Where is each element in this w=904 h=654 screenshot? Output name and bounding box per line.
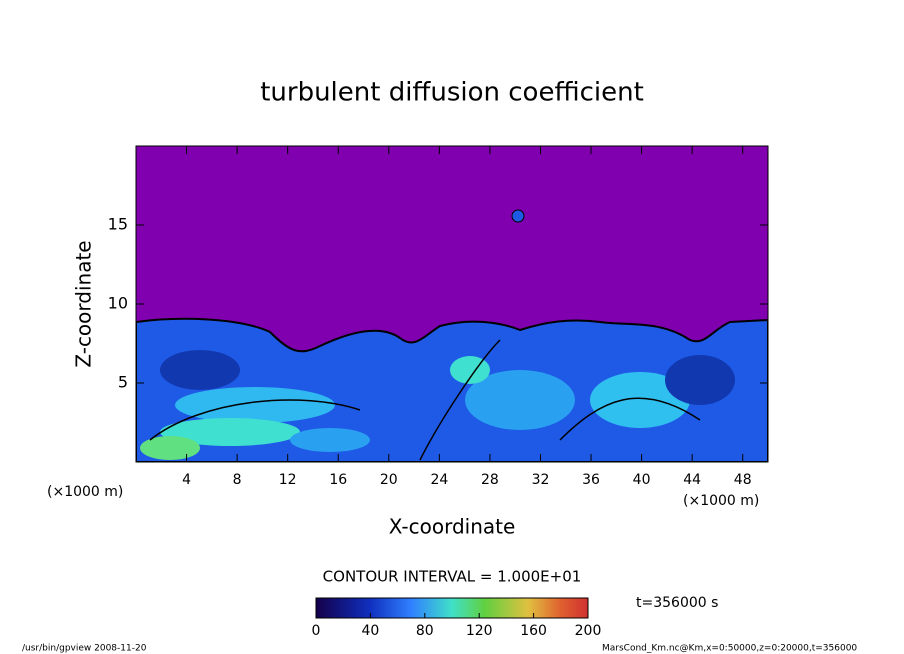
colorbar-tick-label: 80 (416, 623, 434, 639)
contour-interval: CONTOUR INTERVAL = 1.000E+01 (323, 568, 582, 586)
time-label: t=356000 s (636, 595, 718, 611)
y-tick-label: 5 (118, 373, 128, 392)
field-patch (175, 387, 335, 423)
field-patch (160, 350, 240, 390)
colorbar-tick-label: 120 (466, 623, 493, 639)
field-patch (511, 209, 525, 223)
x-tick-label: 28 (481, 472, 499, 488)
field-patch (665, 355, 735, 405)
colorbar-tick-label: 160 (520, 623, 547, 639)
field-lower (136, 317, 768, 462)
contour-line (149, 339, 701, 461)
x-tick-label: 36 (582, 472, 600, 488)
x-unit-label: (×1000 m) (683, 493, 759, 509)
field-patch (160, 418, 300, 446)
x-tick-label: 8 (233, 472, 242, 488)
field-patch (450, 356, 490, 384)
colorbar-tick-label: 40 (361, 623, 379, 639)
colorbar-tick-label: 0 (312, 623, 321, 639)
footer-left: /usr/bin/gpview 2008-11-20 (22, 644, 147, 654)
x-tick-label: 16 (329, 472, 347, 488)
colorbar (315, 597, 589, 619)
x-tick-label: 48 (734, 472, 752, 488)
x-axis-label: X-coordinate (389, 515, 516, 539)
field-patch (465, 370, 575, 430)
y-unit-label: (×1000 m) (47, 484, 123, 500)
field-patch (140, 436, 200, 460)
y-tick-label: 15 (108, 215, 128, 234)
x-tick-label: 20 (380, 472, 398, 488)
chart-title: turbulent diffusion coefficient (260, 78, 644, 108)
x-tick-label: 40 (633, 472, 651, 488)
x-tick-label: 32 (532, 472, 550, 488)
x-tick-label: 12 (279, 472, 297, 488)
field-patch (290, 428, 370, 452)
x-tick-label: 44 (683, 472, 701, 488)
footer-right: MarsCond_Km.nc@Km,x=0:50000,z=0:20000,t=… (602, 644, 857, 654)
y-tick-label: 10 (108, 294, 128, 313)
x-tick-label: 4 (182, 472, 191, 488)
colorbar-tick-label: 200 (575, 623, 602, 639)
y-axis-label: Z-coordinate (72, 240, 96, 367)
field-patch (590, 372, 690, 428)
x-tick-label: 24 (430, 472, 448, 488)
contour-field (136, 146, 768, 462)
